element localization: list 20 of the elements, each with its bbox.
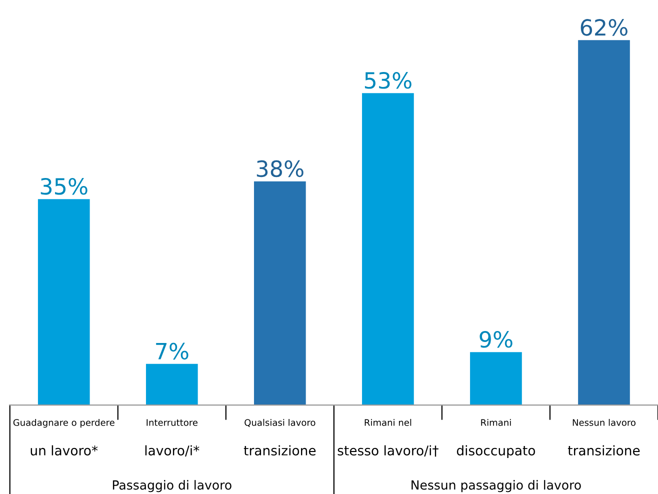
category-label: Rimani disoccupato	[456, 418, 536, 458]
text: Nessun passaggio di lavoro	[412, 480, 581, 492]
data-label: 38%	[256, 160, 304, 178]
data-label: 53%	[364, 72, 412, 89]
category-label: Nessun lavoro transizione	[568, 418, 640, 456]
category-label: Qualsiasi lavoro transizione	[244, 418, 316, 456]
data-label: 7%	[156, 342, 188, 360]
data-label: 9%	[480, 330, 512, 348]
bar	[38, 199, 90, 406]
bar	[362, 93, 414, 406]
bar	[146, 364, 198, 406]
category-label: Rimani nel stesso lavoro/i†	[338, 418, 438, 457]
bar	[578, 40, 630, 406]
text: Passaggio di lavoro	[112, 480, 232, 492]
data-label: 62%	[580, 19, 628, 36]
bar	[470, 352, 522, 406]
data-label: 35%	[40, 178, 88, 195]
category-label: Interruttore lavoro/i*	[145, 419, 200, 457]
category-label: Guadagnare o perdere un lavoro*	[13, 418, 114, 456]
bar	[254, 181, 306, 406]
